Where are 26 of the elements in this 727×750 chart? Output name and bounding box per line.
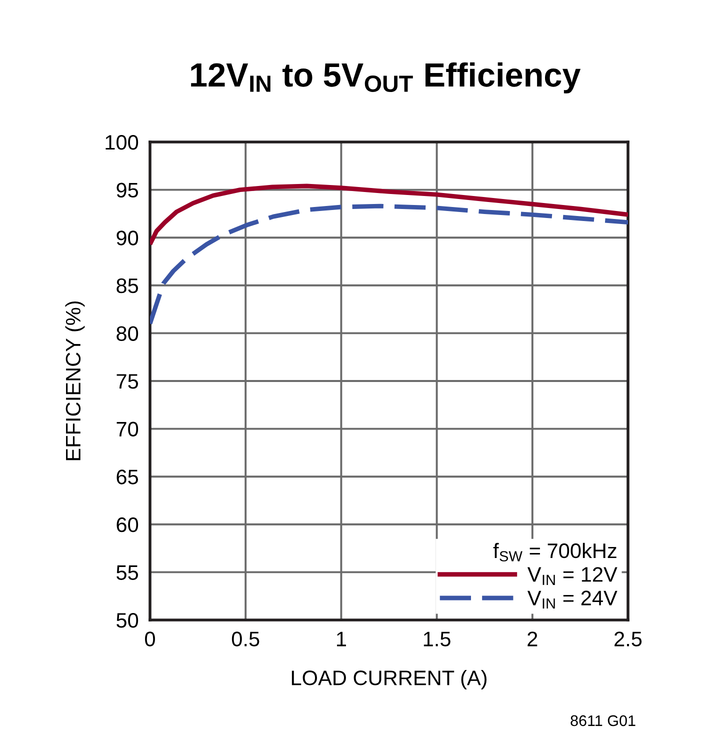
text: 8611 G01 [570,715,636,726]
line-series [150,204,628,326]
y-tick-label: 75 [116,374,138,389]
x-tick-label: 1 [336,632,346,646]
x-tick-label: 0 [145,632,155,646]
x-tick-label: 1.5 [424,632,450,646]
y-tick-label: 55 [116,565,138,580]
line-series [150,184,628,247]
legend-label: V$_{IN}$ = 24V [527,590,618,609]
y-tick-label: 70 [116,422,138,437]
chart-title: 12V$_{IN}$ to 5V$_{OUT}$ Efficiency [191,62,581,94]
x-tick-label: 2.5 [614,632,642,646]
y-tick-label: 100 [106,135,138,150]
y-tick-label: 50 [116,613,138,628]
legend-title: f$_{SW}$ = 700kHz [493,542,616,562]
legend-label: V$_{IN}$ = 12V [527,567,618,585]
x-tick-label: 2 [528,632,538,646]
y-tick-label: 90 [116,230,138,246]
y-tick-label: 85 [116,278,138,294]
y-tick-label: 60 [116,517,138,532]
y-tick-label: 80 [116,326,138,341]
x-axis-title: LOAD CURRENT (A) [292,670,486,690]
y-tick-label: 95 [116,182,138,198]
x-tick-label: 0.5 [232,632,260,646]
y-tick-label: 65 [116,470,138,484]
y-axis-title: EFFICIENCY (%) [65,301,85,460]
